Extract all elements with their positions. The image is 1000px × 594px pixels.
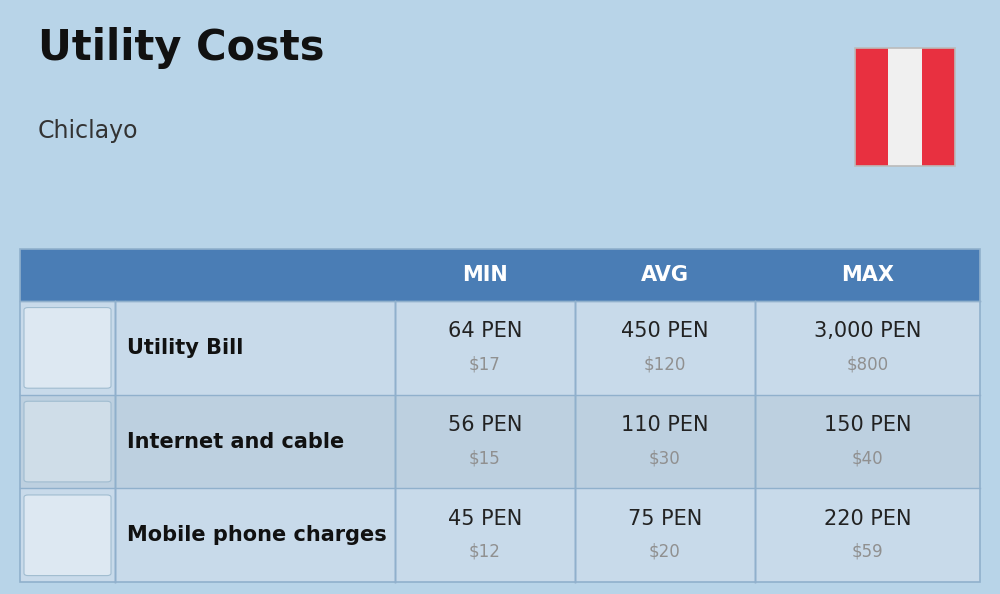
Text: 56 PEN: 56 PEN [448, 415, 522, 435]
Text: Utility Bill: Utility Bill [127, 338, 243, 358]
Text: $40: $40 [852, 449, 883, 467]
Text: 75 PEN: 75 PEN [628, 508, 702, 529]
Text: $17: $17 [469, 356, 501, 374]
Bar [20, 249, 980, 301]
Bar [20, 488, 980, 582]
Text: Mobile phone charges: Mobile phone charges [127, 525, 387, 545]
Bar [922, 48, 955, 166]
Text: Internet and cable: Internet and cable [127, 432, 344, 451]
Text: Utility Costs: Utility Costs [38, 27, 324, 69]
Text: 45 PEN: 45 PEN [448, 508, 522, 529]
Text: 450 PEN: 450 PEN [621, 321, 709, 342]
Bar [20, 301, 980, 395]
FancyBboxPatch shape [24, 308, 111, 388]
Bar [855, 48, 888, 166]
Bar [888, 48, 922, 166]
Bar [20, 249, 980, 582]
FancyBboxPatch shape [24, 495, 111, 576]
Text: $30: $30 [649, 449, 681, 467]
Text: $59: $59 [852, 543, 883, 561]
Text: 3,000 PEN: 3,000 PEN [814, 321, 921, 342]
Text: 220 PEN: 220 PEN [824, 508, 911, 529]
Bar [20, 395, 980, 488]
Text: $800: $800 [846, 356, 889, 374]
FancyBboxPatch shape [24, 402, 111, 482]
Text: 110 PEN: 110 PEN [621, 415, 709, 435]
Text: $12: $12 [469, 543, 501, 561]
Text: Chiclayo: Chiclayo [38, 119, 138, 143]
Text: MIN: MIN [462, 266, 508, 285]
Text: $15: $15 [469, 449, 501, 467]
Text: MAX: MAX [841, 266, 894, 285]
Text: 64 PEN: 64 PEN [448, 321, 522, 342]
Text: 150 PEN: 150 PEN [824, 415, 911, 435]
Text: $120: $120 [644, 356, 686, 374]
Text: AVG: AVG [641, 266, 689, 285]
Text: $20: $20 [649, 543, 681, 561]
Bar [855, 48, 955, 166]
